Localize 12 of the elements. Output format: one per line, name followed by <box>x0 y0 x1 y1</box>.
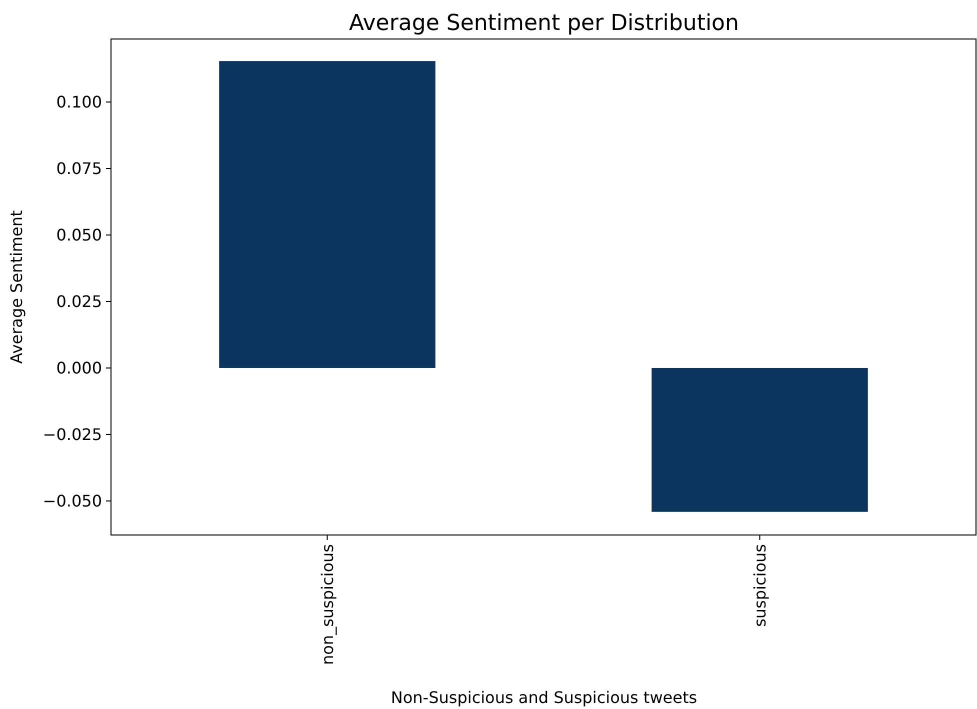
y-tick-label: 0.050 <box>56 226 102 245</box>
y-tick-label: 0.100 <box>56 92 102 112</box>
y-tick-label: −0.025 <box>42 425 102 444</box>
y-tick-label: −0.050 <box>42 492 102 511</box>
y-tick-label: 0.075 <box>56 159 102 178</box>
y-tick-label: 0.000 <box>56 358 102 378</box>
x-tick-label: non_suspicious <box>318 544 337 665</box>
chart-title: Average Sentiment per Distribution <box>349 11 739 36</box>
y-axis-title: Average Sentiment <box>7 210 26 364</box>
x-axis-title: Non-Suspicious and Suspicious tweets <box>390 688 698 707</box>
x-tick-label: suspicious <box>750 544 770 627</box>
y-tick-label: 0.025 <box>56 292 102 312</box>
